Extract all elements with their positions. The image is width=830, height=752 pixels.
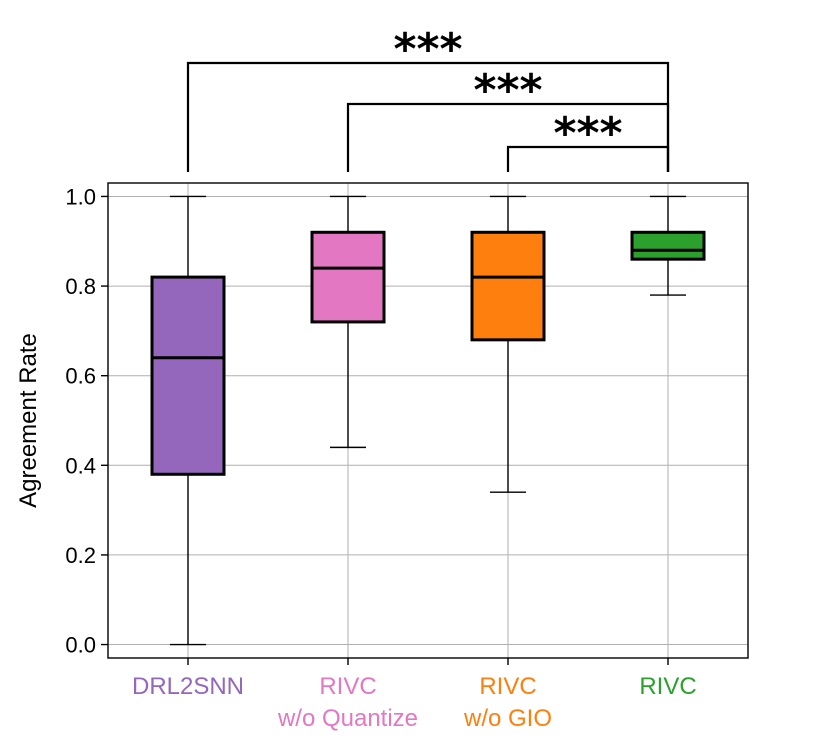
x-category-label-line: RIVC [639, 673, 696, 700]
y-axis-label: Agreement Rate [15, 333, 42, 508]
y-tick-label: 0.8 [65, 274, 96, 299]
x-category-label-line: w/o Quantize [277, 705, 418, 732]
x-category-label-line: RIVC [479, 673, 536, 700]
box-iqr [310, 230, 386, 324]
x-category-label-line: RIVC [319, 673, 376, 700]
x-axis-ticks: DRL2SNN RIVC w/o Quantize RIVC w/o GIO RIVC [132, 658, 697, 732]
x-category-label-line: w/o GIO [463, 705, 552, 732]
y-tick-label: 0.0 [65, 633, 96, 658]
box-series [150, 195, 706, 646]
y-tick-label: 0.4 [65, 453, 96, 478]
significance-label: *** [473, 65, 542, 116]
significance-bracket [506, 145, 670, 172]
y-tick-label: 0.6 [65, 364, 96, 389]
x-category-label: RIVC w/o GIO [463, 673, 552, 732]
box-iqr [630, 230, 706, 261]
x-category-label: RIVC w/o Quantize [277, 673, 418, 732]
y-tick-label: 0.2 [65, 543, 96, 568]
x-category-label: RIVC [639, 673, 696, 700]
x-category-label-line: DRL2SNN [132, 673, 244, 700]
y-tick-label: 1.0 [65, 184, 96, 209]
significance-label: *** [393, 24, 462, 75]
y-axis-ticks: 0.0 0.2 0.4 0.6 0.8 1.0 [65, 184, 108, 658]
significance-brackets: ********* [186, 24, 670, 172]
significance-bracket [346, 102, 670, 172]
box-iqr [470, 230, 546, 342]
x-category-label: DRL2SNN [132, 673, 244, 700]
box-iqr [150, 275, 226, 476]
significance-label: *** [553, 108, 622, 159]
plot-frame [107, 182, 749, 659]
